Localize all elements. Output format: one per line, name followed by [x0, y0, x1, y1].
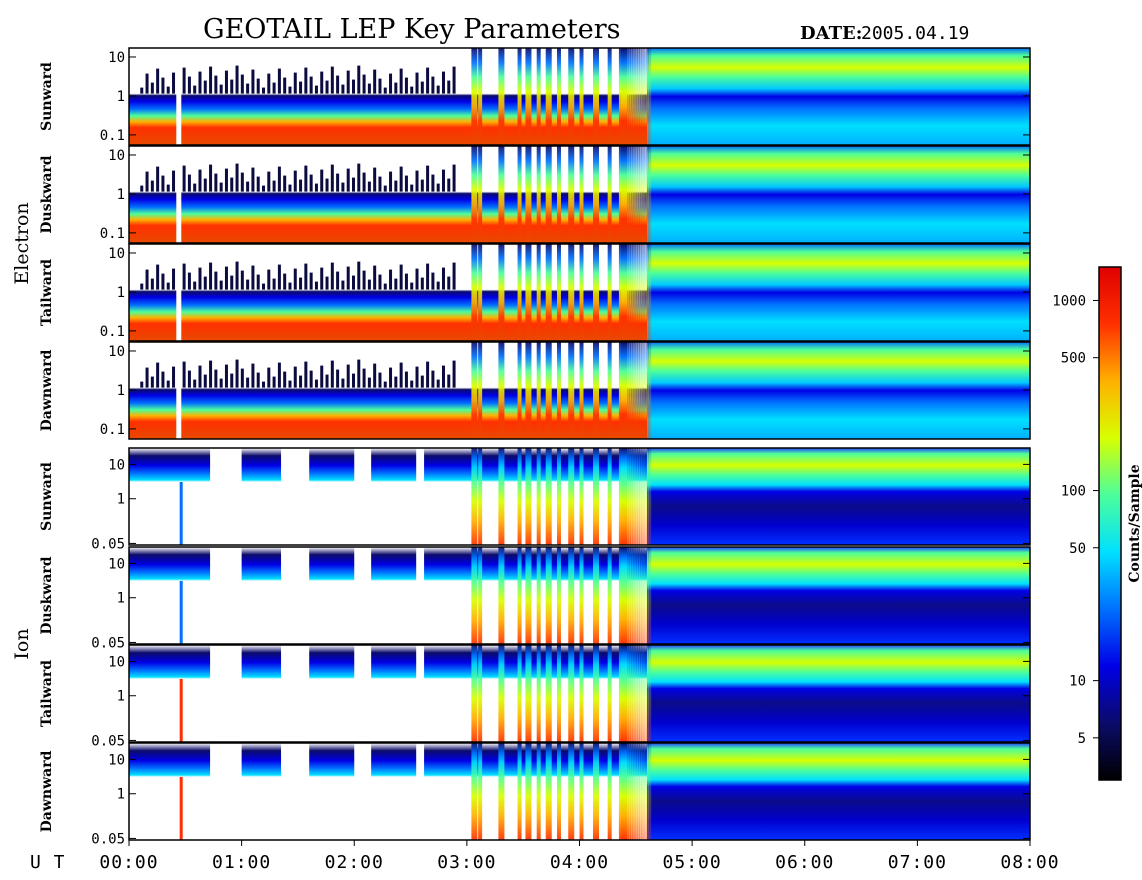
panel-ion-tailward: 10 1 0.05 Tailward [39, 644, 1031, 749]
panel-label: Sunward [39, 462, 55, 531]
time-tick-label: 03:00 [437, 852, 496, 873]
y-tick-label: 1 [117, 383, 125, 399]
spectrogram-image [129, 244, 1030, 341]
panel-label: Dawnward [39, 349, 55, 431]
time-tick-label: 08:00 [1000, 852, 1059, 873]
group-label-ion: Ion [11, 628, 33, 659]
y-tick-label: 0.1 [100, 324, 125, 340]
colorbar-tick-label: 50 [1069, 541, 1086, 557]
time-tick-label: 02:00 [325, 852, 384, 873]
y-tick-label: 0.1 [100, 422, 125, 438]
spectrogram-image [129, 547, 1030, 644]
panel-electron-dawnward: 10 1 0.1 Dawnward [39, 341, 1031, 440]
time-axis-prefix: U T [30, 852, 66, 873]
panel-label: Tailward [39, 259, 55, 326]
colorbar-tick-label: 10 [1069, 674, 1086, 690]
spectrogram-image [129, 342, 1030, 439]
panel-ion-sunward: 10 1 0.05 Sunward [39, 447, 1031, 552]
date-value: 2005.04.19 [861, 23, 969, 44]
group-labels: Electron Ion [11, 202, 33, 659]
y-tick-label: 10 [108, 556, 125, 572]
y-tick-label: 10 [108, 50, 125, 66]
time-tick-label: 05:00 [663, 852, 722, 873]
colorbar-tick-label: 5 [1078, 731, 1086, 747]
y-tick-label: 10 [108, 457, 125, 473]
y-tick-label: 1 [117, 689, 125, 705]
spectrogram-image [129, 146, 1030, 243]
colorbar-tick-label: 1000 [1052, 293, 1086, 309]
panel-electron-tailward: 10 1 0.1 Tailward [39, 243, 1031, 342]
y-tick-label: 1 [117, 285, 125, 301]
y-tick-label: 0.05 [91, 536, 125, 552]
y-tick-label: 10 [108, 148, 125, 164]
panel-electron-sunward: 10 1 0.1 Sunward [39, 47, 1031, 146]
date-label: DATE: [800, 23, 862, 44]
panel-ion-dawnward: 10 1 0.05 Dawnward [39, 742, 1031, 847]
y-tick-label: 10 [108, 752, 125, 768]
spectrogram-image [129, 448, 1030, 545]
y-tick-label: 0.05 [91, 635, 125, 651]
y-tick-label: 0.05 [91, 733, 125, 749]
y-tick-label: 0.05 [91, 831, 125, 847]
y-tick-label: 10 [108, 246, 125, 262]
y-tick-label: 1 [117, 591, 125, 607]
panel-label: Sunward [39, 62, 55, 131]
y-tick-label: 10 [108, 344, 125, 360]
panel-label: Tailward [39, 660, 55, 727]
plot-title: GEOTAIL LEP Key Parameters [203, 14, 621, 45]
colorbar-tick-label: 500 [1061, 351, 1086, 367]
time-tick-label: 04:00 [550, 852, 609, 873]
y-tick-label: 10 [108, 654, 125, 670]
time-axis: U T 00:00 01:00 02:00 03:00 04:00 05:00 06:00 07… [30, 840, 1059, 873]
panel-label: Duskward [39, 155, 55, 233]
y-tick-label: 1 [117, 492, 125, 508]
panel-ion-duskward: 10 1 0.05 Duskward [39, 546, 1031, 651]
colorbar: 5 10 50 100 500 1000 Counts/Sample [1052, 266, 1142, 781]
y-tick-label: 0.1 [100, 128, 125, 144]
time-tick-label: 06:00 [775, 852, 834, 873]
spectrogram-image [129, 48, 1030, 145]
colorbar-gradient [1098, 266, 1122, 781]
spectrogram-image [129, 743, 1030, 840]
y-tick-label: 1 [117, 787, 125, 803]
spectrogram-panels: 10 1 0.1 Sunward 10 1 0.1 Duskward 10 1 0.1 Tailwar… [39, 47, 1031, 847]
panel-label: Dawnward [39, 750, 55, 832]
time-tick-label: 00:00 [99, 852, 158, 873]
group-label-electron: Electron [11, 202, 33, 284]
panel-electron-duskward: 10 1 0.1 Duskward [39, 145, 1031, 244]
time-tick-label: 01:00 [212, 852, 271, 873]
y-tick-label: 1 [117, 187, 125, 203]
time-tick-label: 07:00 [888, 852, 947, 873]
panel-label: Duskward [39, 556, 55, 634]
spectrogram-image [129, 645, 1030, 742]
y-tick-label: 1 [117, 89, 125, 105]
y-tick-label: 0.1 [100, 226, 125, 242]
colorbar-title: Counts/Sample [1127, 464, 1142, 582]
colorbar-tick-label: 100 [1061, 484, 1086, 500]
